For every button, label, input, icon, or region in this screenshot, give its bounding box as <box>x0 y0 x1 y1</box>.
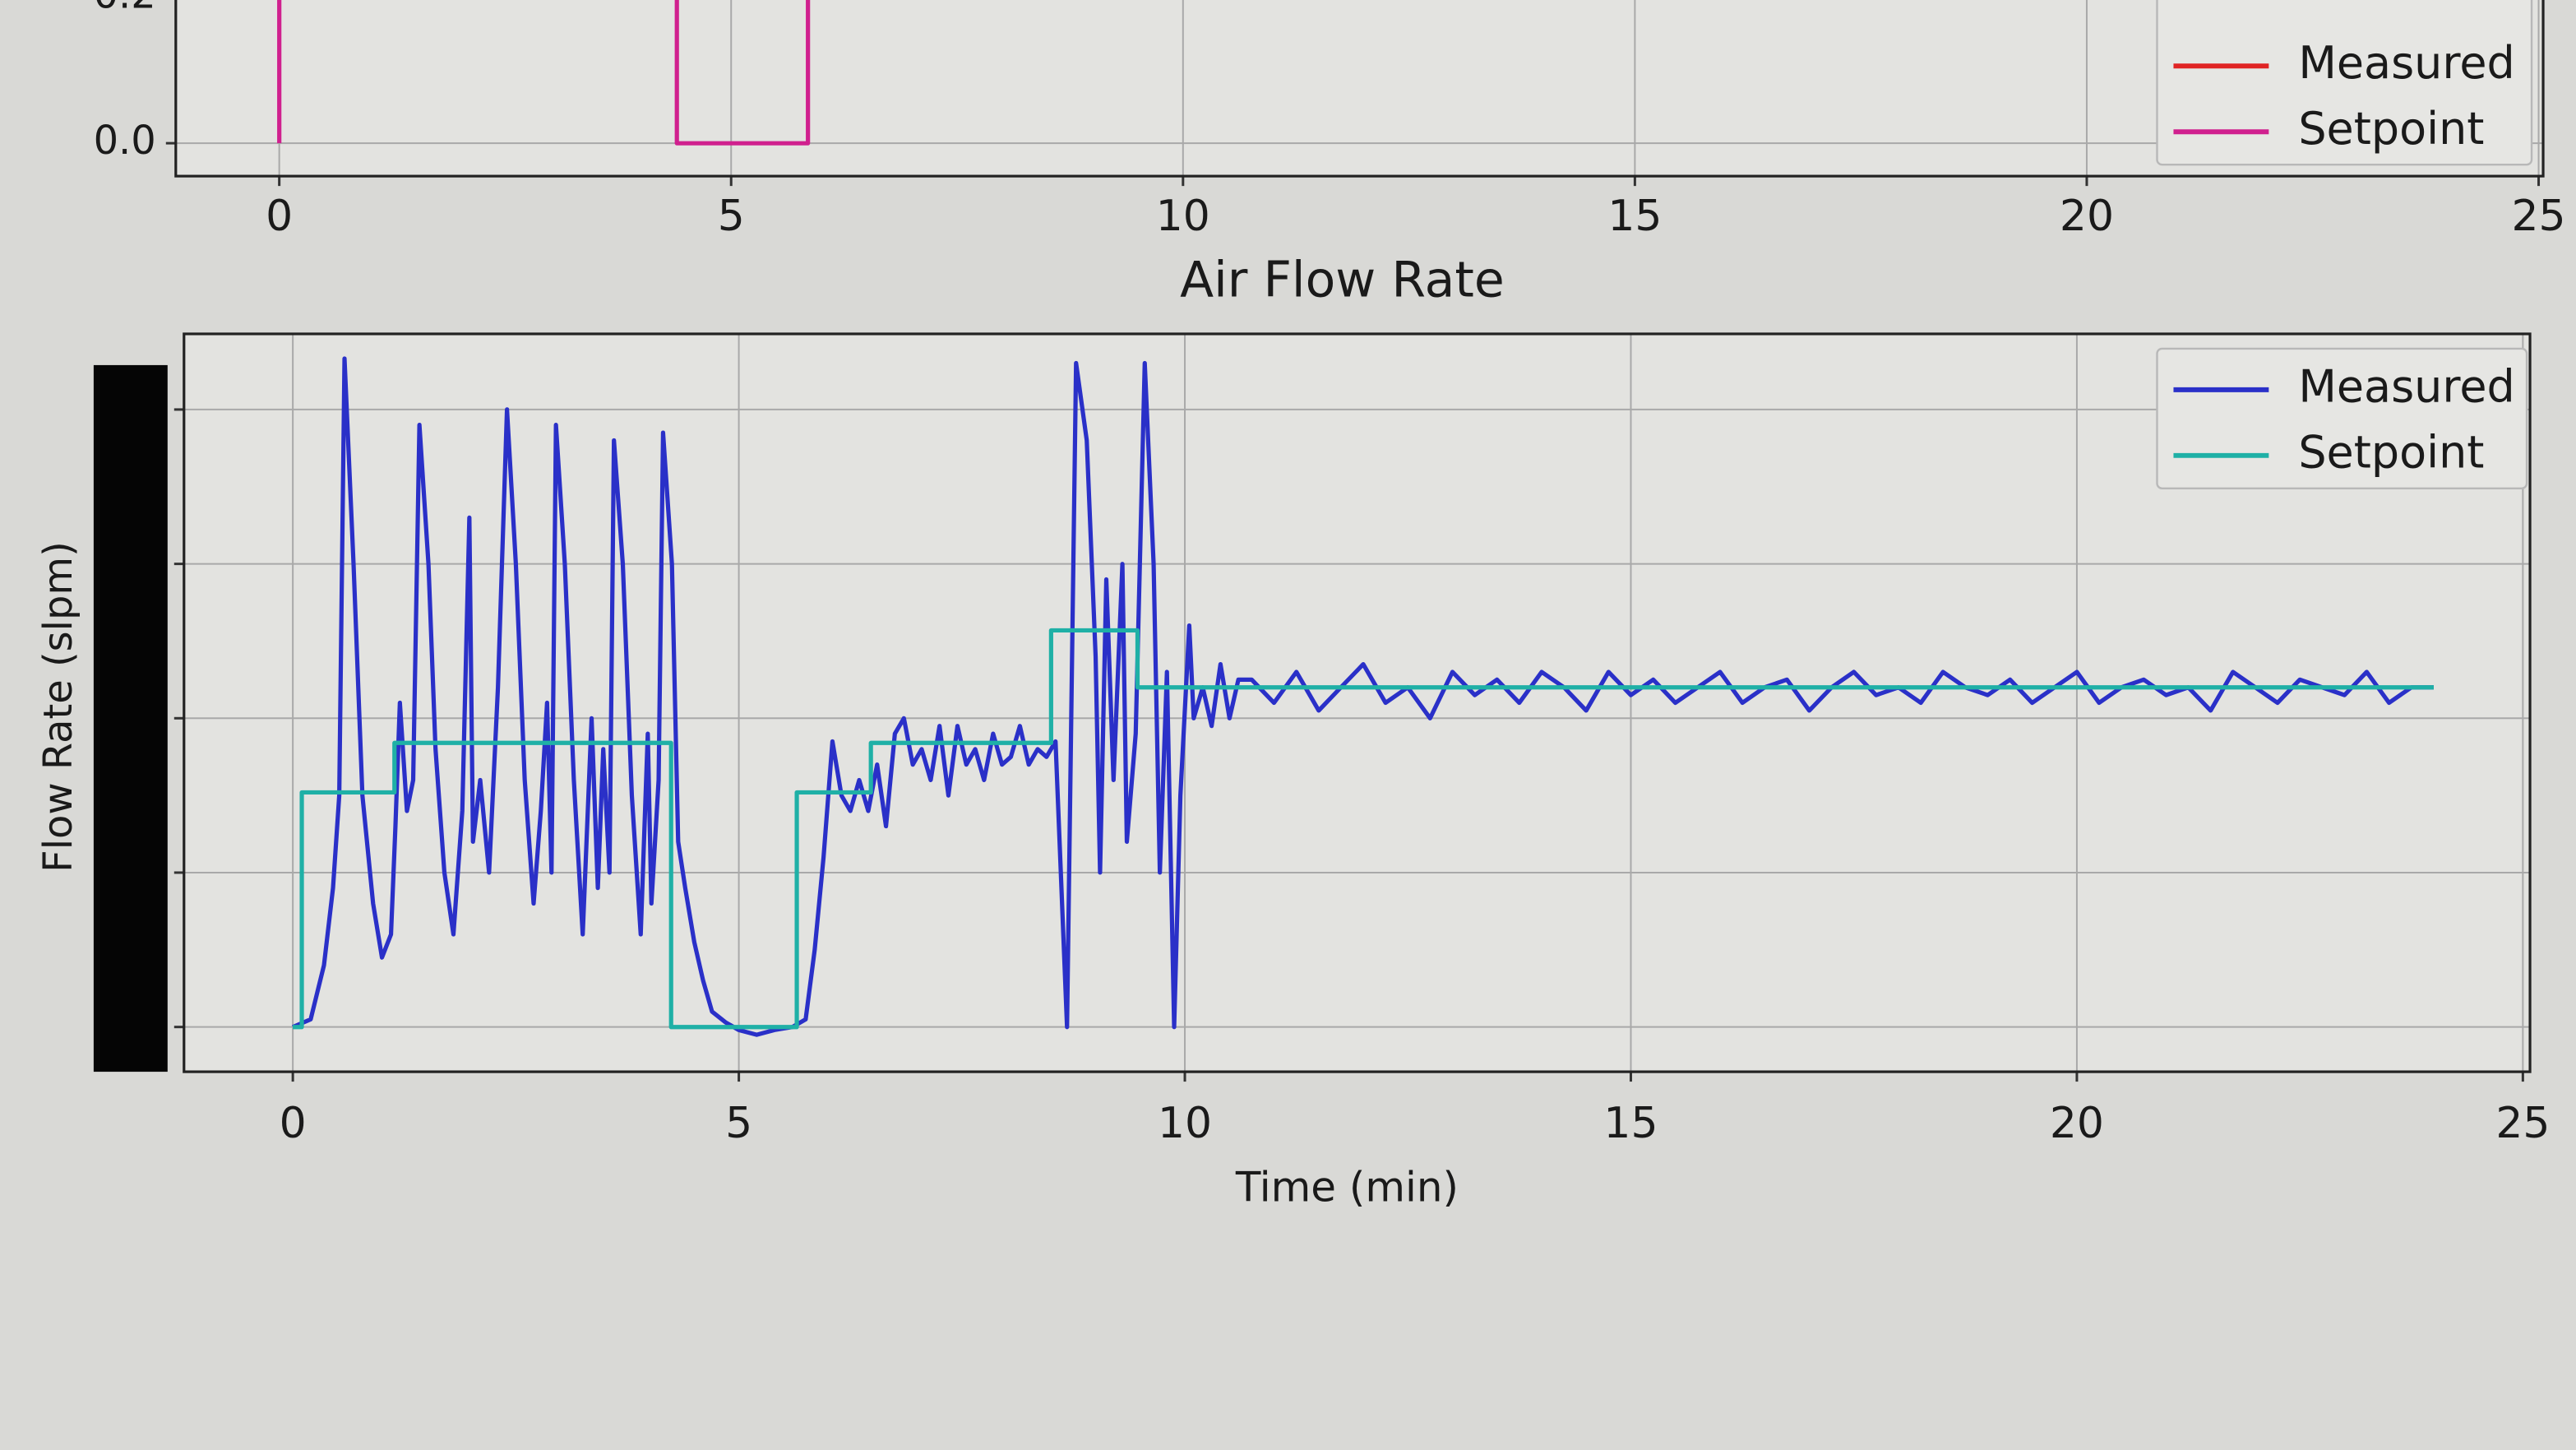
x-tick-label: 25 <box>2511 192 2565 241</box>
x-tick-label: 0 <box>266 192 293 241</box>
chart-title: Air Flow Rate <box>1180 252 1505 309</box>
x-tick-label: 15 <box>1607 192 1662 241</box>
legend-label: Setpoint <box>2298 426 2484 478</box>
legend-label: Setpoint <box>2298 103 2484 155</box>
y-axis-label: Flow Rate (slpm) <box>35 541 81 873</box>
plot-frame <box>183 332 2532 1073</box>
legend-label: Measured <box>2298 361 2514 413</box>
x-axis-label: Time (min) <box>1235 1163 1459 1211</box>
legend-box <box>2156 0 2533 166</box>
legend-label: Measured <box>2298 37 2514 89</box>
x-tick-label: 15 <box>1603 1099 1658 1148</box>
x-tick-label: 20 <box>2060 192 2114 241</box>
x-tick-label: 10 <box>1158 1099 1212 1148</box>
plot-area <box>175 0 2544 177</box>
x-tick-label: 5 <box>725 1099 752 1148</box>
y-tick-label: 0.2 <box>94 0 156 17</box>
plot-frame <box>174 0 2545 178</box>
y-tick-label: 0.0 <box>94 118 156 164</box>
data-line <box>293 628 2434 1030</box>
data-line <box>292 356 2434 1037</box>
x-tick-label: 5 <box>718 192 745 241</box>
plot-area <box>183 333 2531 1072</box>
data-line <box>277 0 811 146</box>
x-tick-label: 20 <box>2050 1099 2104 1148</box>
redaction-box <box>93 364 168 1072</box>
x-tick-label: 10 <box>1156 192 1210 241</box>
x-tick-label: 25 <box>2495 1099 2550 1148</box>
x-tick-label: 0 <box>280 1099 307 1148</box>
